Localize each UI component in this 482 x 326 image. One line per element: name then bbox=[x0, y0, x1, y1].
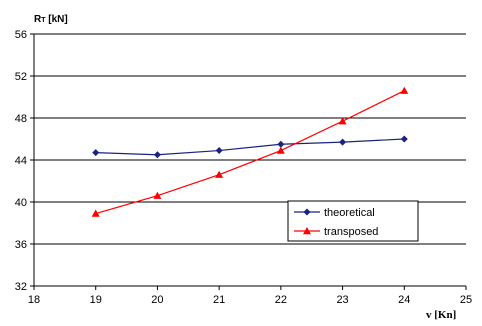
data-point-transposed bbox=[153, 191, 162, 199]
y-axis-label-sub: T bbox=[41, 17, 46, 24]
legend-label-theoretical: theoretical bbox=[324, 207, 375, 219]
x-tick-label: 25 bbox=[460, 294, 472, 306]
x-tick-label: 23 bbox=[336, 294, 348, 306]
x-axis-label: v [Kn] bbox=[426, 309, 456, 321]
series-line-theoretical bbox=[95, 138, 405, 156]
data-point-transposed bbox=[400, 86, 409, 94]
y-tick-label: 36 bbox=[15, 239, 27, 251]
data-point-transposed bbox=[215, 170, 224, 178]
legend-label-transposed: transposed bbox=[324, 226, 378, 238]
series-layer bbox=[91, 86, 409, 217]
y-tick-label: 52 bbox=[15, 71, 27, 83]
y-tick-label: 40 bbox=[15, 197, 27, 209]
y-tick-label: 44 bbox=[15, 155, 27, 167]
data-point-theoretical bbox=[153, 151, 161, 159]
x-tick-label: 18 bbox=[28, 294, 40, 306]
legend-swatch-marker-theoretical bbox=[303, 208, 311, 216]
x-tick-label: 19 bbox=[90, 294, 102, 306]
grid-lines bbox=[34, 33, 466, 245]
data-point-theoretical bbox=[339, 138, 347, 146]
legend-box bbox=[287, 200, 419, 242]
data-point-transposed bbox=[276, 146, 285, 154]
x-tick-label: 22 bbox=[275, 294, 287, 306]
legend-swatch-marker-transposed bbox=[303, 227, 311, 235]
data-point-theoretical bbox=[277, 140, 285, 148]
data-point-theoretical bbox=[215, 147, 223, 155]
legend: theoretical transposed bbox=[287, 200, 419, 242]
y-axis-label: RT [kN] bbox=[34, 14, 68, 25]
y-axis-label-main: R bbox=[34, 14, 42, 25]
data-point-theoretical bbox=[400, 135, 408, 143]
y-tick-label: 56 bbox=[15, 29, 27, 41]
data-point-theoretical bbox=[92, 149, 100, 157]
y-axis-label-unit: [kN] bbox=[46, 14, 68, 25]
data-point-transposed bbox=[91, 209, 100, 217]
series-line-transposed bbox=[95, 90, 405, 215]
x-tick-label: 24 bbox=[398, 294, 410, 306]
x-tick-label: 21 bbox=[213, 294, 225, 306]
y-tick-label: 32 bbox=[15, 281, 27, 293]
axes: 32 36 40 44 48 52 56 18 19 20 21 22 23 24 25 bbox=[15, 29, 472, 306]
data-point-transposed bbox=[338, 117, 347, 125]
axis-labels: RT [kN] v [Kn] bbox=[34, 14, 456, 321]
x-tick-label: 20 bbox=[151, 294, 163, 306]
y-tick-label: 48 bbox=[15, 113, 27, 125]
